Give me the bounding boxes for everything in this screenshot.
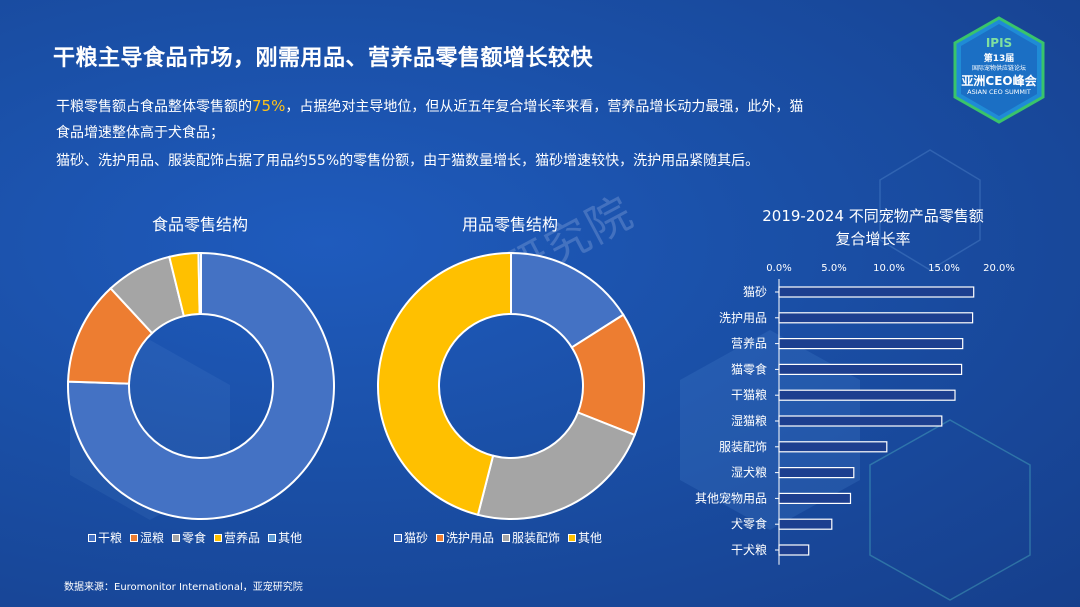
y-category-label: 犬零食 [731,516,767,531]
bar [779,313,973,323]
bar [779,364,962,374]
x-tick-label: 5.0% [821,263,846,274]
donut-slice-1-2 [478,413,635,519]
growth-bar-chart: 0.0% 5.0% 10.0% 15.0% 20.0% 猫砂洗护用品营养品猫零食干猫粮湿猫… [690,255,1030,565]
supplies-chart-title: 用品零售结构 [410,211,610,235]
legend-swatch [394,534,402,542]
legend-swatch [214,534,222,542]
bar [779,442,887,452]
bar [779,416,942,426]
legend-item: 其他 [268,529,302,546]
legend-item: 服装配饰 [502,529,560,546]
legend-label: 猫砂 [404,529,428,546]
legend-label: 营养品 [224,529,260,546]
intro-text-c: 食品增速整体高于犬食品； [56,125,224,141]
food-chart-title: 食品零售结构 [100,211,300,235]
legend-item: 湿粮 [130,529,164,546]
y-category-label: 猫零食 [731,361,767,376]
logo-event-en: ASIAN CEO SUMMIT [951,88,1047,96]
intro-paragraph-2: 猫砂、洗护用品、服装配饰占据了用品约55%的零售份额，由于猫数量增长，猫砂增速较… [56,148,896,174]
legend-item: 干粮 [88,529,122,546]
y-category-label: 营养品 [731,336,767,351]
legend-item: 洗护用品 [436,529,494,546]
bar [779,339,963,349]
legend-label: 零食 [182,529,206,546]
bar-chart-title-line2: 复合增长率 [718,228,1028,251]
legend-label: 干粮 [98,529,122,546]
bar [779,390,955,400]
legend-label: 其他 [278,529,302,546]
y-category-label: 其他宠物用品 [695,490,767,505]
y-category-label: 湿犬粮 [731,465,767,480]
legend-item: 猫砂 [394,529,428,546]
intro-highlight: 75% [252,97,285,115]
intro-paragraph-1: 干粮零售额占食品整体零售额的75%，占据绝对主导地位，但从近五年复合增长率来看，… [56,93,896,146]
food-chart-legend: 干粮 湿粮 零食 营养品 其他 [88,529,302,546]
legend-item: 其他 [568,529,602,546]
x-tick-label: 10.0% [873,263,905,274]
x-tick-label: 20.0% [983,263,1015,274]
bar [779,493,851,503]
logo-brand: IPIS [951,36,1047,50]
y-category-label: 干犬粮 [731,542,767,557]
bar [779,468,854,478]
supplies-donut-chart [370,245,652,527]
bar [779,545,809,555]
intro-text-a: 干粮零售额占食品整体零售额的 [56,99,252,115]
y-category-label: 干猫粮 [731,387,767,402]
donut-slice-0-4 [198,253,201,314]
bar [779,519,832,529]
legend-swatch [88,534,96,542]
legend-swatch [436,534,444,542]
legend-swatch [172,534,180,542]
page-title: 干粮主导食品市场，刚需用品、营养品零售额增长较快 [53,40,593,72]
supplies-chart-legend: 猫砂 洗护用品 服装配饰 其他 [394,529,602,546]
y-category-label: 服装配饰 [719,440,767,454]
y-category-label: 猫砂 [743,285,767,299]
legend-label: 洗护用品 [446,529,494,546]
x-tick-label: 0.0% [766,263,791,274]
legend-item: 营养品 [214,529,260,546]
logo-event: 亚洲CEO峰会 [951,72,1047,89]
legend-label: 服装配饰 [512,529,560,546]
legend-swatch [568,534,576,542]
logo-forum: 国际宠物供应链论坛 [951,63,1047,72]
intro-text-b: ，占据绝对主导地位，但从近五年复合增长率来看，营养品增长动力最强，此外，猫 [285,99,803,115]
legend-item: 零食 [172,529,206,546]
legend-swatch [268,534,276,542]
x-tick-label: 15.0% [928,263,960,274]
bar [779,287,974,297]
y-category-label: 湿猫粮 [731,413,767,428]
bar-chart-title-line1: 2019-2024 不同宠物产品零售额 [718,205,1028,228]
food-donut-chart [60,245,342,527]
legend-label: 湿粮 [140,529,164,546]
data-source: 数据来源：Euromonitor International，亚宠研究院 [64,578,303,593]
legend-swatch [502,534,510,542]
bar-chart-title: 2019-2024 不同宠物产品零售额 复合增长率 [718,205,1028,251]
legend-label: 其他 [578,529,602,546]
legend-swatch [130,534,138,542]
ipis-logo: IPIS 第13届 国际宠物供应链论坛 亚洲CEO峰会 ASIAN CEO SU… [951,16,1047,124]
y-category-label: 洗护用品 [719,311,767,325]
